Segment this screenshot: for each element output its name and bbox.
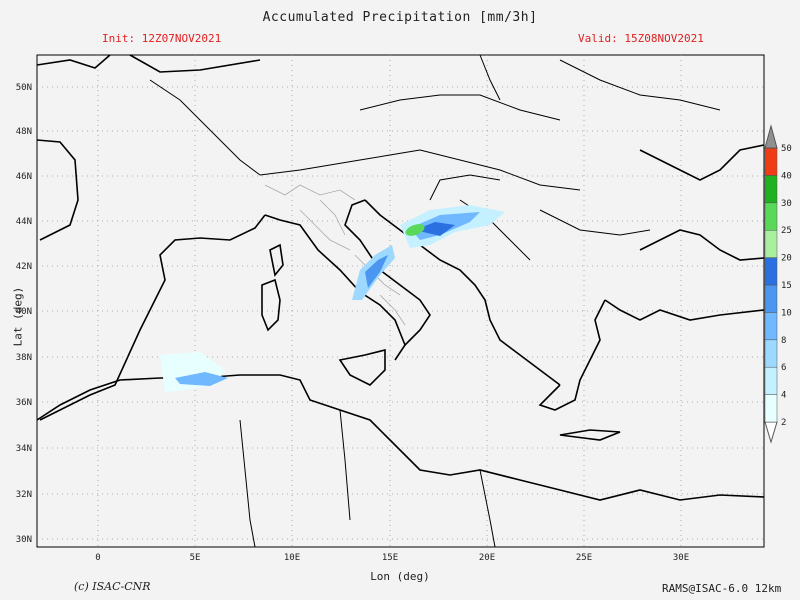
lat-tick: 42N [16, 262, 32, 272]
colorbar-segment [764, 312, 778, 341]
colorbar-segment [764, 284, 778, 313]
x-axis-label: Lon (deg) [370, 570, 430, 583]
colorbar-label: 50 [781, 144, 792, 154]
copyright: (c) ISAC-CNR [74, 580, 151, 593]
colorbar-label: 40 [781, 171, 792, 181]
init-time: Init: 12Z07NOV2021 [102, 32, 222, 45]
lat-tick: 50N [16, 83, 32, 93]
colorbar-min-triangle [764, 421, 778, 444]
lat-tick: 40N [16, 307, 32, 317]
model-name: RAMS@ISAC-6.0 12km [662, 582, 782, 595]
colorbar-max-triangle [764, 124, 778, 149]
lon-tick: 10E [284, 553, 300, 563]
lat-tick: 36N [16, 398, 32, 408]
lon-tick: 20E [479, 553, 495, 563]
lat-tick: 32N [16, 490, 32, 500]
colorbar-label: 30 [781, 199, 792, 209]
tick-labels: 50N 48N 46N 44N 42N 40N 38N 36N 34N 32N … [16, 83, 689, 563]
colorbar-label: 4 [781, 391, 786, 401]
lat-tick: 48N [16, 127, 32, 137]
colorbar-segment [764, 175, 778, 204]
lat-tick: 30N [16, 535, 32, 545]
lon-tick: 15E [382, 553, 398, 563]
lon-tick: 0 [95, 553, 100, 563]
colorbar-label: 8 [781, 336, 786, 346]
colorbar-segment [764, 366, 778, 395]
colorbar-segment [764, 257, 778, 286]
colorbar-label: 15 [781, 281, 792, 291]
lat-tick: 38N [16, 353, 32, 363]
colorbar-segment [764, 147, 778, 176]
colorbar-segment [764, 202, 778, 231]
colorbar-segment [764, 394, 778, 423]
lat-tick: 34N [16, 444, 32, 454]
lat-tick: 46N [16, 172, 32, 182]
region-borders [264, 184, 406, 326]
colorbar-segment [764, 229, 778, 258]
map-frame [36, 54, 765, 548]
chart-title: Accumulated Precipitation [mm/3h] [262, 10, 538, 25]
valid-time: Valid: 15Z08NOV2021 [578, 32, 704, 45]
grid [37, 55, 764, 547]
colorbar-label: 10 [781, 308, 792, 318]
lon-tick: 30E [673, 553, 689, 563]
coastlines [36, 54, 765, 501]
colorbar: 2 4 6 8 10 15 20 25 30 40 50 [764, 124, 792, 444]
lon-tick: 5E [190, 553, 201, 563]
colorbar-label: 6 [781, 363, 786, 373]
lat-tick: 44N [16, 217, 32, 227]
colorbar-label: 20 [781, 254, 792, 264]
precipitation [160, 205, 505, 392]
colorbar-segment [764, 339, 778, 368]
country-borders [149, 54, 721, 548]
colorbar-label: 2 [781, 418, 786, 428]
lon-tick: 25E [576, 553, 592, 563]
colorbar-label: 25 [781, 226, 792, 236]
